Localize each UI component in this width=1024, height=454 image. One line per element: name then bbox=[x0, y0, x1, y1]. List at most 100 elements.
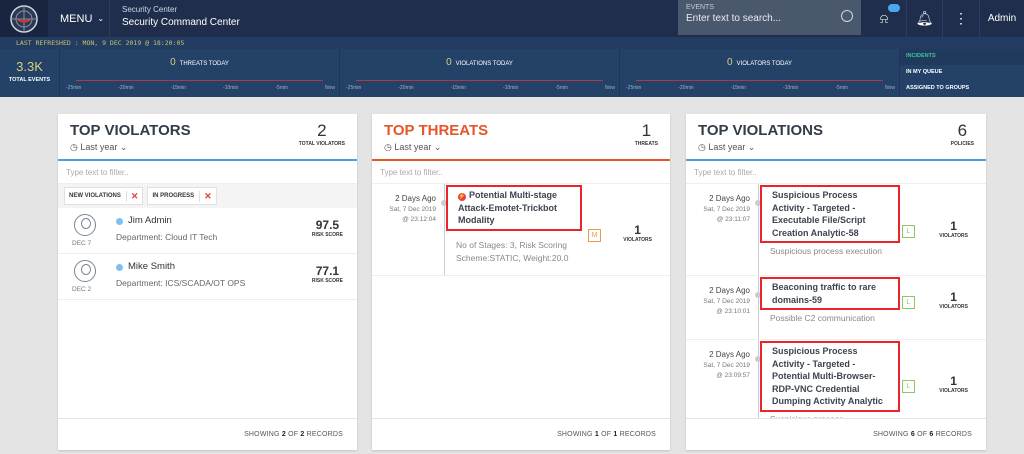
violator-name[interactable]: Jim Admin bbox=[128, 215, 172, 226]
menu-button[interactable]: MENU ⌄ bbox=[48, 0, 110, 37]
tick-label: -15min bbox=[730, 85, 746, 91]
user-menu[interactable]: Admin bbox=[979, 0, 1024, 37]
severity-badge: L bbox=[902, 225, 915, 238]
chip-label: NEW VIOLATIONS bbox=[69, 193, 121, 199]
status-dot bbox=[116, 218, 123, 225]
filter-input[interactable]: Type text to filter.. bbox=[372, 161, 670, 184]
violators-count: 1 bbox=[634, 223, 641, 237]
count: 1 bbox=[641, 121, 652, 140]
status-dot bbox=[116, 264, 123, 271]
violator-name[interactable]: Mike Smith bbox=[128, 261, 175, 272]
more-vertical-icon[interactable]: ⋮ bbox=[942, 0, 979, 37]
count-label: THREATS bbox=[634, 141, 658, 147]
tick-label: -15min bbox=[450, 85, 466, 91]
violator-row[interactable]: DEC 7 Jim Admin Department: Cloud IT Tech 9… bbox=[58, 208, 357, 254]
tick-label: Now bbox=[604, 85, 615, 91]
tick-label: -25min bbox=[66, 85, 82, 91]
user-avatar-icon bbox=[74, 260, 96, 282]
sparkline-1[interactable]: 0 VIOLATIONS TODAY -25min -20min -15min -10mi… bbox=[340, 49, 620, 97]
item-description: Possible C2 communication bbox=[770, 313, 875, 323]
period-dropdown[interactable]: ◷ Last year ⌄ bbox=[384, 142, 442, 152]
severity-badge: L bbox=[902, 296, 915, 309]
timeline bbox=[441, 184, 447, 275]
item-description: Suspicious process bbox=[770, 413, 900, 418]
timeline bbox=[755, 184, 761, 275]
spark-label: VIOLATIONS TODAY bbox=[455, 61, 513, 67]
count: 6 bbox=[957, 121, 968, 140]
risk-score-label: RISK SCORE bbox=[311, 232, 343, 238]
item-title-highlight[interactable]: Suspicious Process Activity - Targeted -… bbox=[760, 341, 900, 412]
records-footer: SHOWING 1 OF 1 RECORDS bbox=[372, 418, 670, 450]
period-label: Last year bbox=[708, 142, 746, 152]
spark-header: 0 VIOLATORS TODAY bbox=[620, 57, 899, 68]
list-item[interactable]: 2 Days Ago Sat, 7 Dec 2019 @ 23:09:57 Suspi… bbox=[686, 340, 986, 418]
total-events[interactable]: 3.3K TOTAL EVENTS bbox=[0, 49, 60, 97]
menu-label: MENU bbox=[60, 12, 93, 25]
filter-chip: IN PROGRESS ✕ bbox=[147, 187, 217, 205]
tick-label: Now bbox=[884, 85, 895, 91]
sparkline-0[interactable]: 0 THREATS TODAY -25min -20min -15min -10min -5… bbox=[60, 49, 340, 97]
top-violators-card: TOP VIOLATORS ◷ Last year ⌄ 2 TOTAL VIOLA… bbox=[58, 114, 357, 450]
item-title: Suspicious Process Activity - Targeted -… bbox=[772, 190, 866, 238]
stats-bar: 3.3K TOTAL EVENTS 0 THREATS TODAY -25min -2… bbox=[0, 49, 1024, 97]
assigned-to-groups-link[interactable]: ASSIGNED TO GROUPS bbox=[906, 85, 970, 91]
violator-date: DEC 7 bbox=[72, 240, 92, 247]
list-item[interactable]: 2 Days Ago Sat, 7 Dec 2019 @ 23:11:07 Suspi… bbox=[686, 184, 986, 276]
tick-label: Now bbox=[324, 85, 335, 91]
sparkline-2[interactable]: 0 VIOLATORS TODAY -25min -20min -15min -10min… bbox=[620, 49, 900, 97]
violators-label: VIOLATORS bbox=[939, 304, 968, 310]
item-title: Potential Multi-stage Attack-Emotet-Tric… bbox=[458, 190, 558, 225]
filter-input[interactable]: Type text to filter.. bbox=[58, 161, 357, 184]
records-footer: SHOWING 2 OF 2 RECORDS bbox=[58, 418, 357, 450]
spark-line bbox=[636, 80, 883, 81]
filter-input[interactable]: Type text to filter.. bbox=[686, 161, 986, 184]
search-input[interactable]: Enter text to search... bbox=[686, 13, 782, 24]
event-date: Sat, 7 Dec 2019 bbox=[389, 206, 436, 213]
search-icon[interactable] bbox=[841, 10, 853, 22]
user-avatar-icon bbox=[74, 214, 96, 236]
item-title: Beaconing traffic to rare domains-59 bbox=[772, 282, 877, 305]
event-date: Sat, 7 Dec 2019 bbox=[703, 298, 750, 305]
period-label: Last year bbox=[80, 142, 118, 152]
violator-date: DEC 2 bbox=[72, 286, 92, 293]
radar-logo-icon[interactable] bbox=[0, 0, 48, 37]
tick-label: -25min bbox=[346, 85, 362, 91]
event-time: @ 23:11:07 bbox=[716, 216, 750, 223]
violators-label: VIOLATORS bbox=[939, 388, 968, 394]
period-dropdown[interactable]: ◷ Last year ⌄ bbox=[70, 142, 128, 152]
event-time: @ 23:12:04 bbox=[402, 216, 436, 223]
severity-badge: L bbox=[902, 380, 915, 393]
violator-row[interactable]: DEC 2 Mike Smith Department: ICS/SCADA/OT … bbox=[58, 254, 357, 300]
item-title-highlight[interactable]: ⚡ Potential Multi-stage Attack-Emotet-Tri… bbox=[446, 185, 582, 231]
event-date: Sat, 7 Dec 2019 bbox=[703, 206, 750, 213]
tick-label: -20min bbox=[118, 85, 134, 91]
search-label: EVENTS bbox=[686, 4, 715, 11]
tick-label: -10min bbox=[223, 85, 239, 91]
top-nav: MENU ⌄ Security Center Security Command C… bbox=[0, 0, 1024, 37]
violator-department: Department: Cloud IT Tech bbox=[116, 232, 218, 242]
cloud-connector-icon[interactable]: ⍾ bbox=[862, 0, 906, 37]
spark-header: 0 THREATS TODAY bbox=[60, 57, 339, 68]
period-dropdown[interactable]: ◷ Last year ⌄ bbox=[698, 142, 756, 152]
list-item[interactable]: 2 Days Ago Sat, 7 Dec 2019 @ 23:12:04 ⚡ Pote… bbox=[372, 184, 670, 276]
bell-icon[interactable]: 🔔︎ bbox=[906, 0, 942, 37]
events-search[interactable]: EVENTS Enter text to search... bbox=[678, 0, 861, 35]
tick-label: -20min bbox=[678, 85, 694, 91]
count-label: TOTAL VIOLATORS bbox=[298, 141, 345, 147]
count-label: POLICIES bbox=[950, 141, 974, 147]
event-time: @ 23:10:01 bbox=[716, 308, 750, 315]
incidents-link[interactable]: INCIDENTS bbox=[900, 49, 1024, 65]
close-icon[interactable]: ✕ bbox=[199, 190, 212, 202]
item-title-highlight[interactable]: Suspicious Process Activity - Targeted -… bbox=[760, 185, 900, 243]
spark-line bbox=[356, 80, 603, 81]
list-item[interactable]: 2 Days Ago Sat, 7 Dec 2019 @ 23:10:01 Beaco… bbox=[686, 276, 986, 340]
timeline bbox=[755, 276, 761, 339]
risk-score: 97.5 bbox=[315, 218, 340, 232]
in-my-queue-link[interactable]: IN MY QUEUE bbox=[906, 69, 943, 75]
violators-label: VIOLATORS bbox=[623, 237, 652, 243]
card-header: TOP THREATS ◷ Last year ⌄ 1 THREATS bbox=[372, 114, 670, 161]
close-icon[interactable]: ✕ bbox=[125, 190, 138, 202]
severity-badge: M bbox=[588, 229, 601, 242]
item-title-highlight[interactable]: Beaconing traffic to rare domains-59 bbox=[760, 277, 900, 310]
total-events-value: 3.3K bbox=[16, 59, 43, 74]
